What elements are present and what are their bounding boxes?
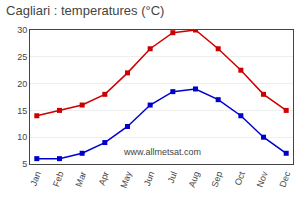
svg-text:20: 20 <box>17 79 27 89</box>
svg-text:Jan: Jan <box>29 170 43 187</box>
svg-text:Mar: Mar <box>74 170 89 188</box>
svg-text:Cagliari : temperatures (°C): Cagliari : temperatures (°C) <box>6 3 164 18</box>
svg-text:10: 10 <box>17 132 27 142</box>
svg-text:Nov: Nov <box>255 170 270 189</box>
svg-text:Apr: Apr <box>97 170 111 187</box>
svg-text:25: 25 <box>17 52 27 62</box>
svg-text:5: 5 <box>22 159 27 169</box>
svg-text:May: May <box>118 170 133 190</box>
svg-text:15: 15 <box>17 106 27 116</box>
svg-text:www.allmetsat.com: www.allmetsat.com <box>123 147 201 157</box>
svg-text:Jun: Jun <box>142 170 156 187</box>
svg-text:Oct: Oct <box>233 170 247 187</box>
svg-text:Sep: Sep <box>209 170 224 188</box>
svg-text:Aug: Aug <box>187 170 202 188</box>
svg-text:Feb: Feb <box>51 170 66 188</box>
svg-text:Jul: Jul <box>166 170 179 184</box>
svg-text:Dec: Dec <box>277 170 292 189</box>
svg-text:30: 30 <box>17 25 27 35</box>
